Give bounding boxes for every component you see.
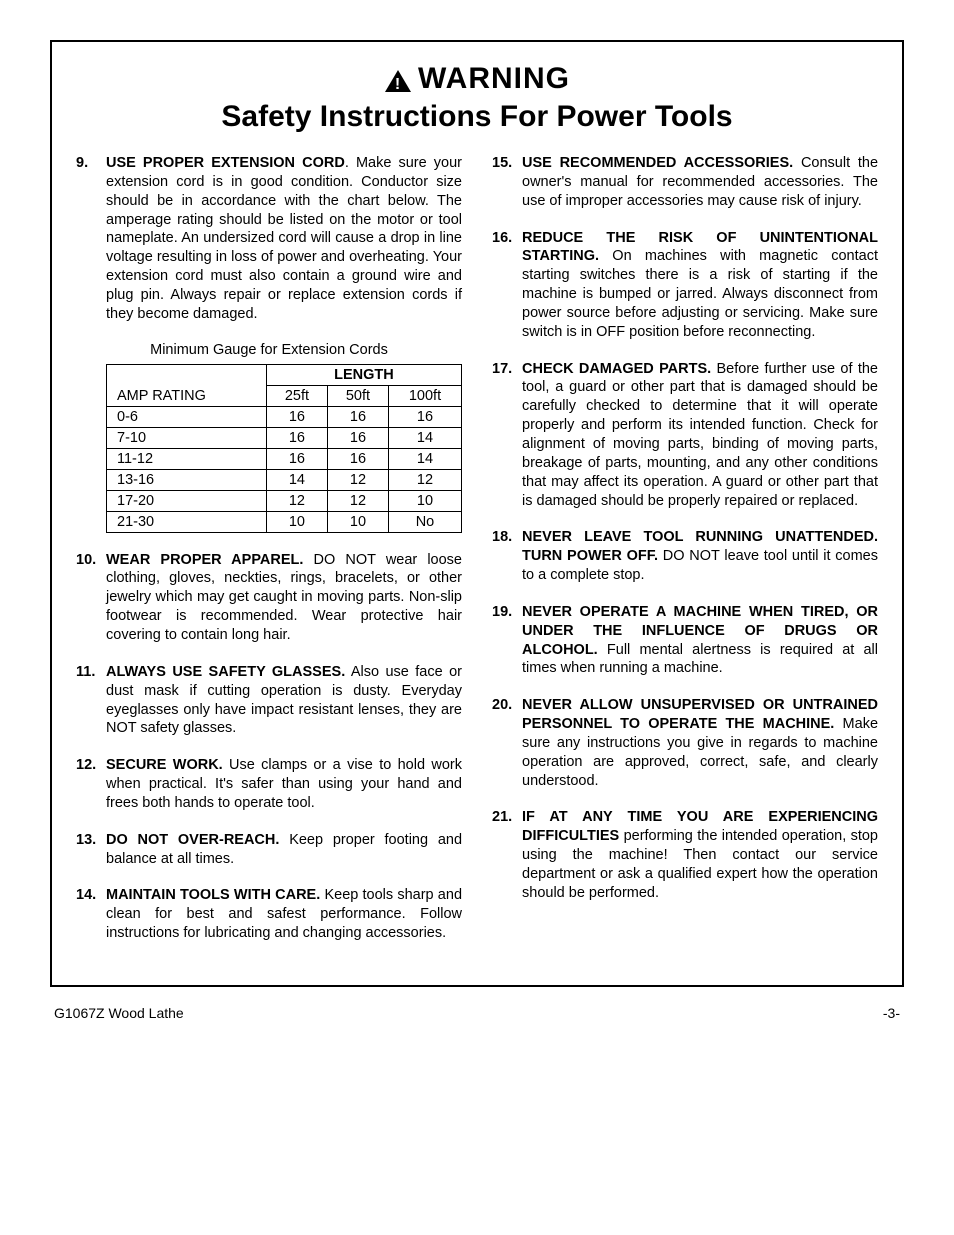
table-title: Minimum Gauge for Extension Cords xyxy=(76,342,462,358)
instruction-item: 9. USE PROPER EXTENSION CORD. Make sure … xyxy=(76,154,462,324)
instruction-item: 19.NEVER OPERATE A MACHINE WHEN TIRED, O… xyxy=(492,603,878,678)
col-50ft: 50ft xyxy=(327,385,388,406)
table-row: 21-301010No xyxy=(107,511,462,532)
item-number: 9. xyxy=(76,154,106,324)
instruction-item: 15.USE RECOMMENDED ACCESSORIES. Consult … xyxy=(492,154,878,211)
col-100ft: 100ft xyxy=(388,385,461,406)
heading-block: ! WARNING Safety Instructions For Power … xyxy=(76,62,878,134)
amp-header: AMP RATING xyxy=(107,364,267,406)
footer-right: -3- xyxy=(883,1005,900,1021)
warning-triangle-icon: ! xyxy=(384,67,412,91)
instruction-item: 16.REDUCE THE RISK OF UNINTENTIONAL STAR… xyxy=(492,229,878,342)
table-row: 7-10161614 xyxy=(107,427,462,448)
svg-text:!: ! xyxy=(395,76,401,93)
instruction-item: 17.CHECK DAMAGED PARTS. Before further u… xyxy=(492,360,878,511)
warning-heading: ! WARNING xyxy=(384,62,570,96)
instruction-list-left-cont: 10.WEAR PROPER APPAREL. DO NOT wear loos… xyxy=(76,551,462,943)
warning-label: WARNING xyxy=(418,62,570,96)
table-row: 11-12161614 xyxy=(107,448,462,469)
table-row: 0-6161616 xyxy=(107,406,462,427)
page-footer: G1067Z Wood Lathe -3- xyxy=(50,1005,904,1021)
table-row: 17-20121210 xyxy=(107,490,462,511)
instruction-item: 11.ALWAYS USE SAFETY GLASSES. Also use f… xyxy=(76,663,462,738)
instruction-list-left: 9. USE PROPER EXTENSION CORD. Make sure … xyxy=(76,154,462,324)
instruction-list-right: 15.USE RECOMMENDED ACCESSORIES. Consult … xyxy=(492,154,878,903)
length-header: LENGTH xyxy=(266,364,461,385)
instruction-item: 21.IF AT ANY TIME YOU ARE EXPERIENCING D… xyxy=(492,808,878,902)
instruction-item: 13.DO NOT OVER-REACH. Keep proper footin… xyxy=(76,831,462,869)
page: ! WARNING Safety Instructions For Power … xyxy=(0,0,954,1051)
instruction-item: 12.SECURE WORK. Use clamps or a vise to … xyxy=(76,756,462,813)
content-frame: ! WARNING Safety Instructions For Power … xyxy=(50,40,904,987)
page-title: Safety Instructions For Power Tools xyxy=(76,100,878,134)
instruction-item: 18.NEVER LEAVE TOOL RUNNING UNATTENDED. … xyxy=(492,528,878,585)
item-body: USE PROPER EXTENSION CORD. Make sure you… xyxy=(106,154,462,324)
instruction-item: 14.MAINTAIN TOOLS WITH CARE. Keep tools … xyxy=(76,886,462,943)
instruction-item: 10.WEAR PROPER APPAREL. DO NOT wear loos… xyxy=(76,551,462,645)
table-header-row: AMP RATING LENGTH xyxy=(107,364,462,385)
extension-cord-gauge-table: AMP RATING LENGTH 25ft 50ft 100ft 0-6161… xyxy=(106,364,462,533)
footer-left: G1067Z Wood Lathe xyxy=(54,1005,184,1021)
col-25ft: 25ft xyxy=(266,385,327,406)
two-column-layout: 9. USE PROPER EXTENSION CORD. Make sure … xyxy=(76,154,878,961)
right-column: 15.USE RECOMMENDED ACCESSORIES. Consult … xyxy=(492,154,878,961)
left-column: 9. USE PROPER EXTENSION CORD. Make sure … xyxy=(76,154,462,961)
table-body: 0-6161616 7-10161614 11-12161614 13-1614… xyxy=(107,406,462,532)
instruction-item: 20.NEVER ALLOW UNSUPERVISED OR UNTRAINED… xyxy=(492,696,878,790)
table-row: 13-16141212 xyxy=(107,469,462,490)
